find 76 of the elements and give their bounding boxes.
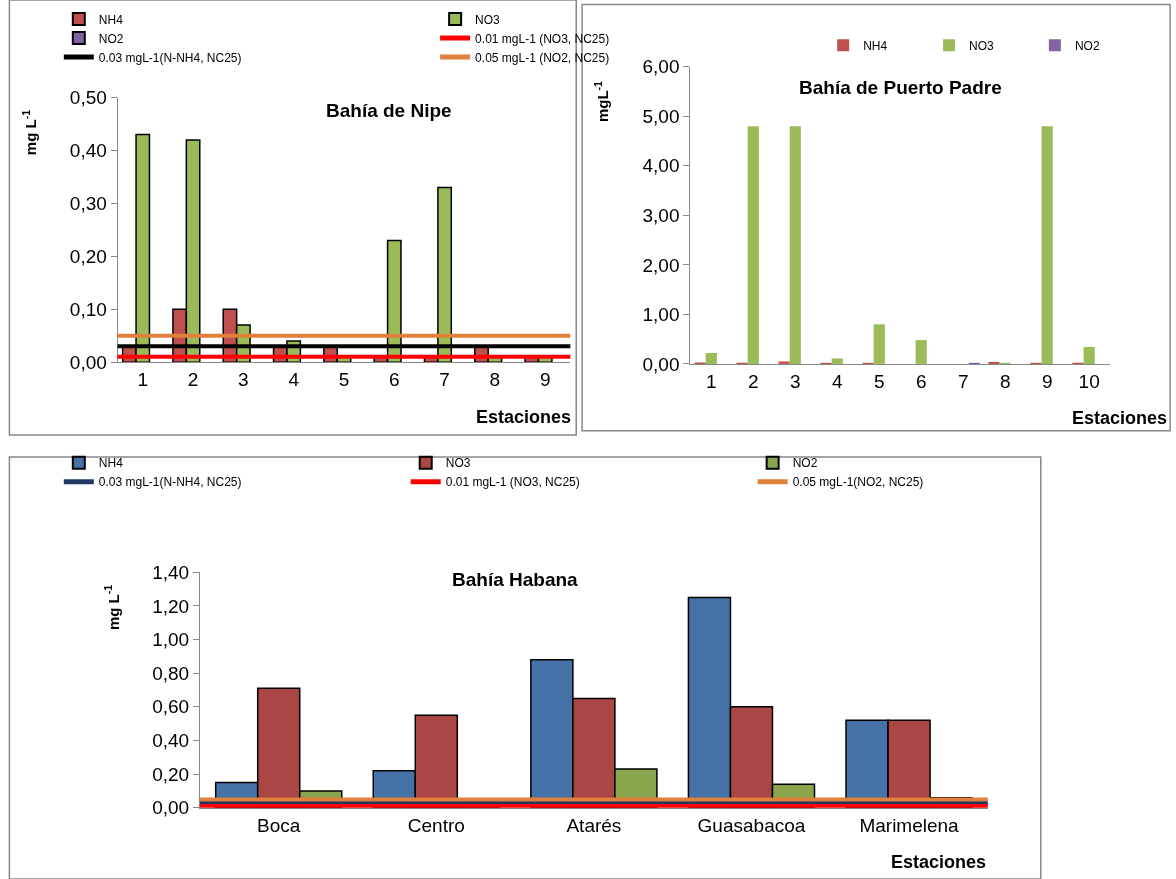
x-tick-label: 7 [439, 368, 450, 390]
y-tick-label: 0,30 [69, 193, 107, 215]
legend-label: NH4 [863, 38, 888, 53]
y-tick-label: 0,10 [69, 298, 107, 320]
y-tick-label: 4,00 [642, 155, 680, 177]
x-tick-label: 5 [873, 370, 885, 392]
x-tick-label: Atarés [566, 814, 622, 836]
x-tick-label: 3 [238, 368, 249, 390]
x-tick-label: 8 [489, 368, 501, 390]
y-tick-label: 1,40 [152, 561, 190, 583]
legend-label: NO3 [969, 38, 995, 53]
y-tick-label: 6,00 [642, 56, 680, 78]
legend-label: 0.01 mgL-1 (NO3, NC25) [475, 31, 610, 46]
y-tick-label: 0,20 [152, 763, 190, 785]
y-tick-label: 2,00 [642, 254, 680, 276]
bar [789, 126, 801, 364]
legend-label: NO2 [98, 31, 124, 46]
legend-label: 0.05 mgL-1(NO2, NC25) [792, 475, 924, 490]
y-tick-label: 1,20 [152, 595, 190, 617]
legend-label: NO2 [1074, 38, 1100, 53]
legend-label: 0.05 mgL-1 (NO2, NC25) [475, 50, 610, 65]
y-tick-label: 0,50 [69, 87, 107, 109]
chart-title: Bahía de Nipe [326, 100, 452, 121]
y-tick-label: 1,00 [152, 629, 190, 651]
y-tick-label: 0,00 [642, 353, 680, 375]
bar [747, 126, 759, 364]
y-tick-label: 0,00 [152, 797, 190, 819]
x-tick-label: 8 [999, 370, 1011, 392]
x-tick-label: Centro [407, 814, 465, 836]
text: Bahía de Puerto Padre [799, 77, 1002, 98]
y-tick-label: 0,60 [152, 696, 190, 718]
legend-label: NO2 [792, 456, 818, 471]
bar [915, 340, 927, 364]
x-tick-label: 6 [389, 368, 400, 390]
y-tick-label: 3,00 [642, 205, 680, 226]
legend-label: 0.03 mgL-1(N-NH4, NC25) [98, 50, 242, 65]
x-tick-label: 2 [747, 370, 759, 392]
bar [778, 361, 790, 364]
x-tick-label: 4 [288, 368, 300, 390]
legend-label: NH4 [98, 12, 124, 27]
x-tick-label: 7 [957, 370, 969, 392]
legend-label: NO3 [475, 12, 501, 27]
x-tick-label: Guasabacoa [697, 814, 806, 836]
legend-label: 0.03 mgL-1(N-NH4, NC25) [98, 475, 242, 490]
bar [1041, 126, 1053, 364]
y-tick-label: 5,00 [642, 105, 680, 127]
x-tick-label: 4 [831, 370, 843, 392]
y-tick-label: 0,80 [152, 662, 190, 684]
legend-label: NO3 [445, 456, 471, 471]
x-axis-title: Estaciones [476, 407, 572, 427]
x-tick-label: 9 [539, 368, 551, 390]
chart-title: Bahía Habana [452, 569, 579, 590]
x-tick-label: Marimelena [859, 814, 960, 836]
y-tick-label: 0,40 [69, 140, 107, 162]
x-tick-label: 6 [915, 370, 927, 392]
x-tick-label: 10 [1078, 370, 1100, 392]
x-axis-title: Estaciones [891, 852, 987, 872]
x-tick-label: 2 [187, 368, 199, 390]
y-tick-label: 0,40 [152, 730, 190, 752]
x-tick-label: 1 [706, 370, 717, 392]
legend-label: NH4 [98, 456, 124, 471]
x-tick-label: 3 [789, 370, 801, 392]
bar [705, 353, 717, 364]
x-tick-label: 9 [1041, 370, 1053, 392]
y-tick-label: 0,20 [69, 245, 107, 267]
x-axis-title: Estaciones [1072, 408, 1168, 428]
bar [988, 361, 1000, 364]
x-tick-label: 1 [137, 368, 149, 390]
x-tick-label: Boca [257, 814, 301, 836]
y-tick-label: 0,00 [69, 351, 107, 373]
legend-label: 0.01 mgL-1 (NO3, NC25) [445, 475, 580, 490]
y-tick-label: 1,00 [642, 304, 680, 326]
bar [831, 358, 843, 364]
x-tick-label: 5 [338, 368, 350, 390]
bar [1083, 347, 1095, 364]
bar [873, 324, 885, 364]
